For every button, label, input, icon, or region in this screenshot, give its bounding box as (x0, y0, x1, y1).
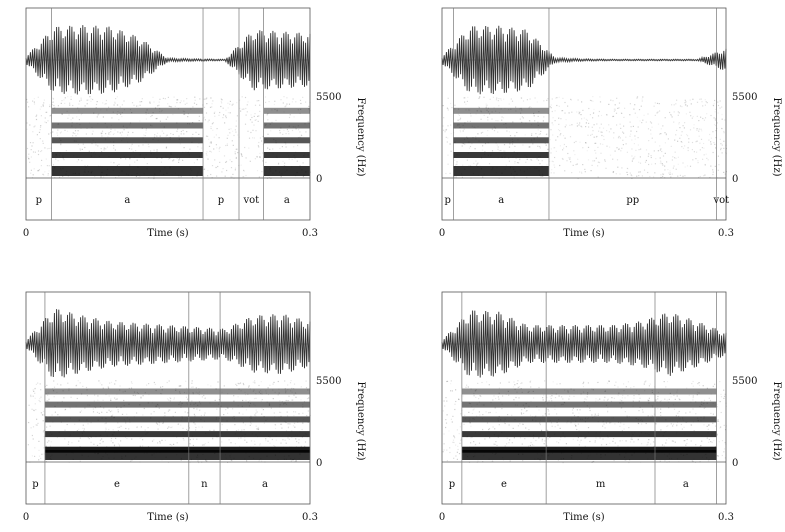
time-tick-min: 0 (23, 228, 29, 239)
freq-tick-bottom: 0 (316, 174, 322, 185)
segment-label: e (114, 479, 120, 490)
waveform-trace (25, 309, 311, 378)
waveform-trace (441, 310, 727, 378)
plot-frame (25, 7, 311, 221)
segment-label: p (449, 479, 455, 490)
spectrogram (442, 380, 727, 464)
panel-top-right: p a pp vot 5500 0 Frequency (Hz) 0 0.3 Time (s) (429, 7, 782, 248)
plot-frame (441, 7, 727, 221)
spectrogram-figure-bottom-right: p e m a 5500 0 Frequency (Hz) 0 0.3 Time (s) (439, 291, 782, 523)
time-tick-max: 0.3 (302, 512, 318, 523)
time-axis-label: Time (s) (563, 512, 604, 523)
segment-label: a (284, 195, 290, 206)
segment-label: n (201, 479, 208, 490)
segment-label: a (124, 195, 130, 206)
segment-label: p (32, 479, 38, 490)
segment-label: e (501, 479, 507, 490)
time-tick-max: 0.3 (718, 512, 734, 523)
time-tick-max: 0.3 (718, 228, 734, 239)
segment-label: m (596, 479, 606, 490)
time-axis-label: Time (s) (147, 512, 188, 523)
time-axis-label: Time (s) (147, 228, 188, 239)
time-tick-max: 0.3 (302, 228, 318, 239)
spectrogram-figure-bottom-left: p e n a 5500 0 Frequency (Hz) 0 0.3 Time (s) (23, 291, 366, 523)
freq-tick-top: 5500 (732, 92, 757, 103)
plot-frame (441, 291, 727, 505)
freq-axis-label: Frequency (Hz) (355, 97, 366, 176)
segment-label: p (36, 195, 42, 206)
spectrogram (26, 96, 312, 180)
waveform-trace (25, 25, 311, 95)
panel-bottom-left: p e n a 5500 0 Frequency (Hz) 0 0.3 Time (s) (13, 291, 366, 532)
panel-bottom-right: p e m a 5500 0 Frequency (Hz) 0 0.3 Time (s) (429, 291, 782, 532)
freq-tick-bottom: 0 (732, 174, 738, 185)
plot-frame (25, 291, 311, 505)
time-tick-min: 0 (439, 228, 445, 239)
freq-tick-top: 5500 (316, 376, 341, 387)
segment-label: a (683, 479, 689, 490)
freq-tick-bottom: 0 (316, 458, 322, 469)
segment-label: p (218, 195, 224, 206)
spectrogram (442, 96, 727, 180)
spectrogram (27, 380, 311, 464)
segment-label: p (444, 195, 450, 206)
time-tick-min: 0 (23, 512, 29, 523)
panel-top-left: p a p vot a 5500 0 Frequency (Hz) 0 0.3 Time (s) (13, 7, 366, 248)
segment-label: a (262, 479, 268, 490)
freq-axis-label: Frequency (Hz) (771, 97, 782, 176)
freq-axis-label: Frequency (Hz) (771, 381, 782, 460)
freq-axis-label: Frequency (Hz) (355, 381, 366, 460)
freq-tick-top: 5500 (732, 376, 757, 387)
freq-tick-bottom: 0 (732, 458, 738, 469)
freq-tick-top: 5500 (316, 92, 341, 103)
spectrogram-figure-top-left: p a p vot a 5500 0 Frequency (Hz) 0 0.3 Time (s) (23, 7, 366, 239)
time-tick-min: 0 (439, 512, 445, 523)
segment-label: vot (242, 195, 259, 206)
segment-label: pp (626, 195, 639, 206)
segment-label: vot (712, 195, 729, 206)
segment-label: a (498, 195, 504, 206)
spectrogram-figure-top-right: p a pp vot 5500 0 Frequency (Hz) 0 0.3 Time (s) (439, 7, 782, 239)
time-axis-label: Time (s) (563, 228, 604, 239)
